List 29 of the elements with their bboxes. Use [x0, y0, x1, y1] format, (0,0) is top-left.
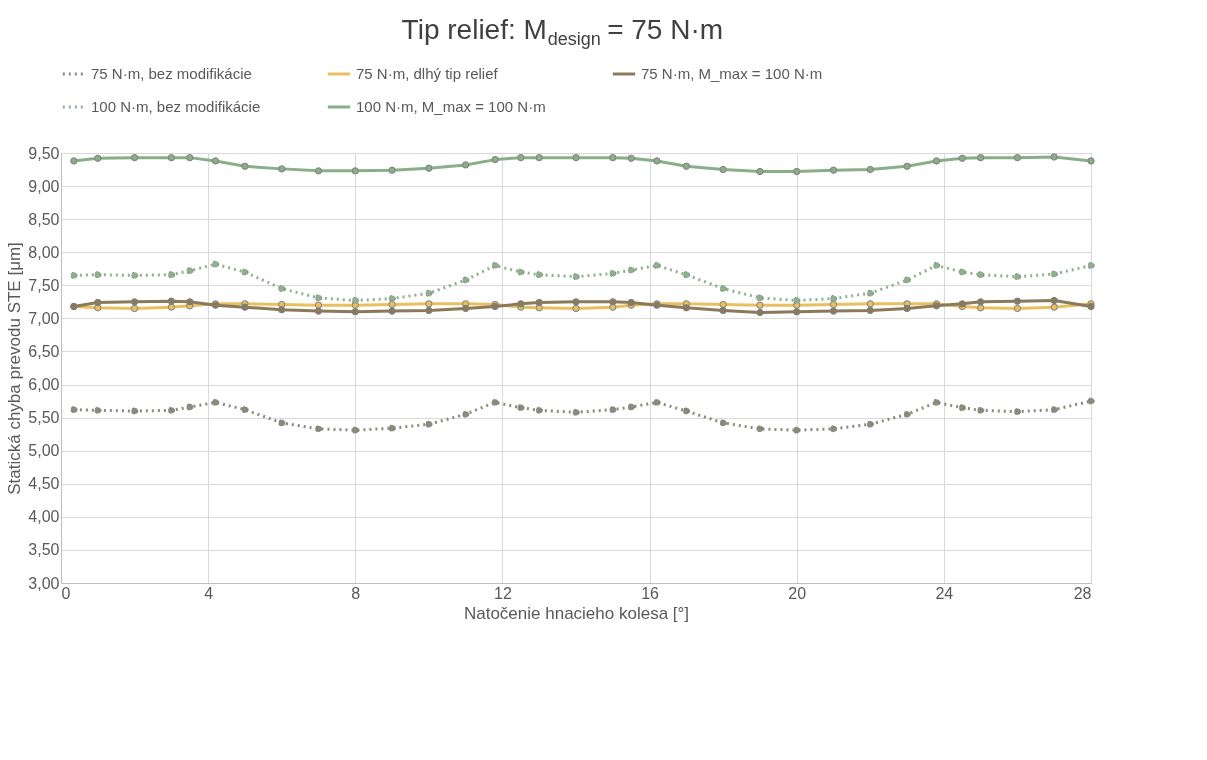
legend-label: 100 N·m, bez modifikácie [91, 98, 261, 115]
legend-label: 100 N·m, M_max = 100 N·m [356, 98, 546, 115]
y-tick-label: 9,50 [28, 144, 60, 162]
y-axis-title: Statická chyba prevodu STE [μm] [5, 242, 25, 495]
x-tick-label: 20 [788, 584, 807, 602]
legend-label: 75 N·m, M_max = 100 N·m [641, 65, 823, 82]
y-tick-label: 8,50 [28, 210, 60, 228]
y-tick-label: 6,00 [28, 376, 60, 394]
x-tick-label: 4 [204, 584, 214, 602]
x-axis-title: Natočenie hnacieho kolesa [°] [463, 603, 690, 623]
x-tick-label: 8 [351, 584, 361, 602]
legend-label: 75 N·m, dlhý tip relief [356, 65, 499, 82]
y-tick-label: 6,50 [28, 342, 60, 360]
legend-label: 75 N·m, bez modifikácie [91, 65, 252, 82]
y-tick-label: 4,50 [28, 475, 60, 493]
y-tick-label: 9,00 [28, 177, 60, 195]
y-tick-label: 3,50 [28, 541, 60, 559]
x-tick-label: 0 [61, 584, 71, 602]
y-tick-label: 3,00 [28, 574, 60, 592]
y-tick-label: 7,00 [28, 309, 60, 327]
x-tick-label: 28 [1073, 584, 1092, 602]
y-tick-label: 8,00 [28, 243, 60, 261]
x-tick-label: 24 [935, 584, 954, 602]
y-tick-label: 5,50 [28, 409, 60, 427]
x-tick-label: 12 [494, 584, 512, 602]
y-tick-label: 7,50 [28, 276, 60, 294]
x-tick-label: 16 [641, 584, 660, 602]
y-tick-label: 4,00 [28, 508, 60, 526]
y-tick-label: 5,00 [28, 442, 60, 460]
